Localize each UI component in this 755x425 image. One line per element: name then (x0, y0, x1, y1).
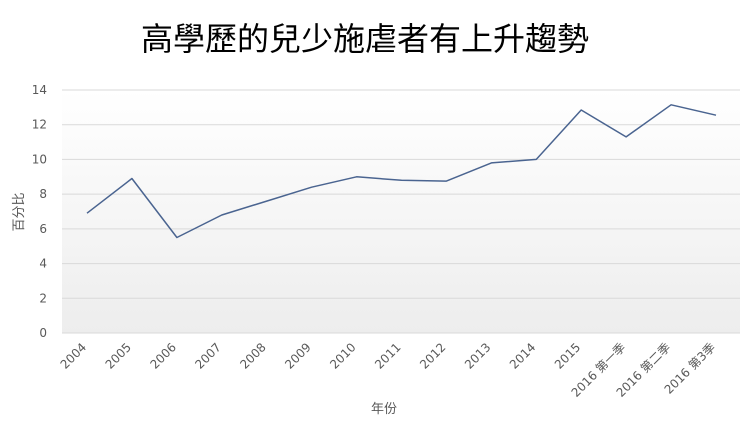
x-axis-tick-labels: 2004 2005 2006 2007 2008 2009 2010 2011 2012 2013… (58, 340, 718, 400)
x-tick-label: 2009 (282, 340, 313, 371)
y-tick-label: 12 (32, 118, 47, 132)
gridlines (62, 89, 740, 334)
y-tick-label: 8 (39, 187, 47, 201)
x-tick-label: 2015 (552, 340, 583, 371)
data-point (310, 185, 314, 189)
data-point (130, 177, 134, 181)
data-point (85, 211, 89, 215)
x-tick-label: 2011 (372, 340, 403, 371)
data-point (355, 175, 359, 179)
x-tick-label: 2014 (507, 340, 538, 371)
y-tick-label: 2 (39, 291, 47, 305)
y-axis-tick-labels: 0 2 4 6 8 10 12 14 (32, 83, 47, 340)
x-tick-label: 2008 (237, 340, 268, 371)
x-tick-label: 2006 (147, 340, 178, 371)
series-layer (85, 103, 718, 240)
data-point (669, 103, 673, 107)
y-tick-label: 0 (39, 326, 47, 340)
series-line (86, 104, 717, 239)
data-point (175, 236, 179, 240)
data-point (220, 213, 224, 217)
x-axis-label: 年份 (371, 402, 397, 417)
y-tick-label: 4 (39, 257, 47, 271)
x-tick-label: 2012 (417, 340, 448, 371)
data-point (400, 178, 404, 182)
data-point (265, 199, 269, 203)
data-point (489, 161, 493, 165)
y-tick-label: 14 (32, 83, 47, 97)
y-tick-label: 10 (32, 152, 47, 166)
x-tick-label: 2007 (192, 340, 223, 371)
y-axis-label: 百分比 (12, 192, 27, 231)
plot-area (62, 90, 740, 333)
x-tick-label: 2010 (327, 340, 358, 371)
y-tick-label: 6 (39, 222, 47, 236)
data-point (444, 179, 448, 183)
data-point (579, 108, 583, 112)
x-tick-label: 2013 (462, 340, 493, 371)
data-point (714, 113, 718, 117)
data-point (624, 135, 628, 139)
x-tick-label: 2004 (58, 340, 89, 371)
x-tick-label: 2005 (103, 340, 134, 371)
chart-title: 高學歷的兒少施虐者有上升趨勢 (141, 20, 589, 58)
data-point (534, 157, 538, 161)
